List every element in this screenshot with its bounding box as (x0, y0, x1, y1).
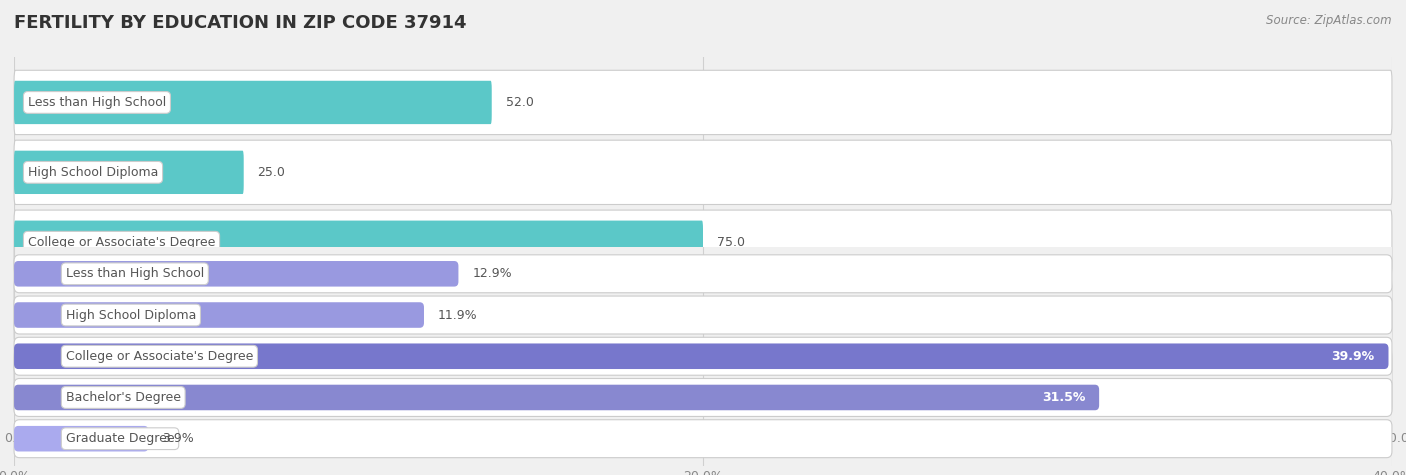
Text: 25.0: 25.0 (257, 166, 285, 179)
FancyBboxPatch shape (14, 291, 1163, 334)
Text: 3.9%: 3.9% (162, 432, 194, 445)
FancyBboxPatch shape (14, 220, 703, 264)
FancyBboxPatch shape (14, 337, 1392, 375)
Text: College or Associate's Degree: College or Associate's Degree (28, 236, 215, 249)
Text: 75.0: 75.0 (717, 236, 745, 249)
Text: 11.9%: 11.9% (437, 309, 478, 322)
Text: 31.5%: 31.5% (1042, 391, 1085, 404)
Text: Graduate Degree: Graduate Degree (28, 376, 136, 389)
Text: College or Associate's Degree: College or Associate's Degree (66, 350, 253, 363)
FancyBboxPatch shape (14, 255, 1392, 293)
FancyBboxPatch shape (14, 426, 149, 451)
Text: Less than High School: Less than High School (66, 267, 204, 280)
FancyBboxPatch shape (14, 151, 243, 194)
Text: Less than High School: Less than High School (28, 96, 166, 109)
FancyBboxPatch shape (14, 361, 501, 404)
Text: 125.0: 125.0 (1109, 305, 1149, 319)
Text: Bachelor's Degree: Bachelor's Degree (66, 391, 181, 404)
Text: 39.9%: 39.9% (1331, 350, 1375, 363)
Text: FERTILITY BY EDUCATION IN ZIP CODE 37914: FERTILITY BY EDUCATION IN ZIP CODE 37914 (14, 14, 467, 32)
FancyBboxPatch shape (14, 261, 458, 286)
FancyBboxPatch shape (14, 140, 1392, 205)
Text: Graduate Degree: Graduate Degree (66, 432, 174, 445)
FancyBboxPatch shape (14, 420, 1392, 458)
FancyBboxPatch shape (14, 302, 425, 328)
Text: High School Diploma: High School Diploma (28, 166, 159, 179)
FancyBboxPatch shape (14, 210, 1392, 275)
FancyBboxPatch shape (14, 280, 1392, 344)
Text: High School Diploma: High School Diploma (66, 309, 195, 322)
Text: Bachelor's Degree: Bachelor's Degree (28, 305, 143, 319)
FancyBboxPatch shape (14, 296, 1392, 334)
FancyBboxPatch shape (14, 343, 1389, 369)
Text: 12.9%: 12.9% (472, 267, 512, 280)
FancyBboxPatch shape (14, 350, 1392, 414)
Text: 52.0: 52.0 (506, 96, 533, 109)
Text: 53.0: 53.0 (515, 376, 543, 389)
FancyBboxPatch shape (14, 70, 1392, 134)
FancyBboxPatch shape (14, 385, 1099, 410)
FancyBboxPatch shape (14, 81, 492, 124)
Text: Source: ZipAtlas.com: Source: ZipAtlas.com (1267, 14, 1392, 27)
FancyBboxPatch shape (14, 379, 1392, 417)
